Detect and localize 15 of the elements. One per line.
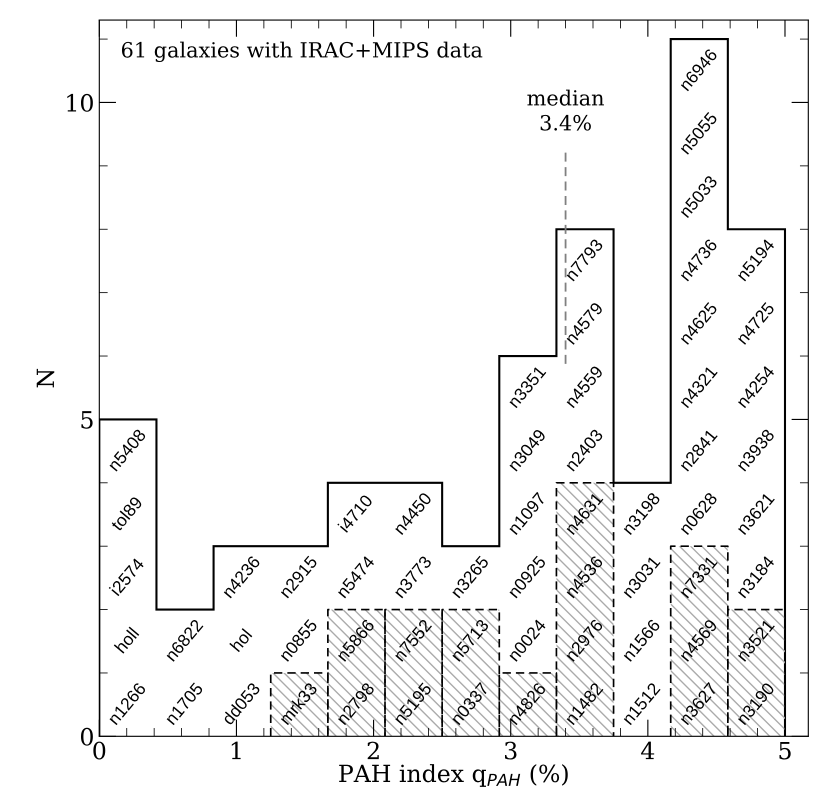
y-tick-label: 0 (80, 728, 93, 746)
y-tick-label: 10 (67, 94, 93, 112)
annotation: holl (114, 626, 140, 654)
x-tick-label: 3 (505, 742, 516, 760)
y-axis-title: N (36, 368, 54, 388)
x-tick-label: 4 (641, 742, 654, 760)
x-tick-label: 2 (368, 742, 379, 760)
ref-line-label: median 3.4% (527, 90, 604, 131)
annotation: 61 galaxies with IRAC+MIPS data (122, 42, 482, 62)
x-tick-label: 1 (232, 742, 241, 760)
x-tick-label: 0 (93, 742, 106, 760)
x-tick-label: 5 (779, 742, 791, 760)
annotation: hol (229, 628, 252, 652)
y-tick-label: 5 (81, 411, 93, 429)
x-axis-title: PAH index q$_{PAH}$ (%) (339, 764, 568, 787)
